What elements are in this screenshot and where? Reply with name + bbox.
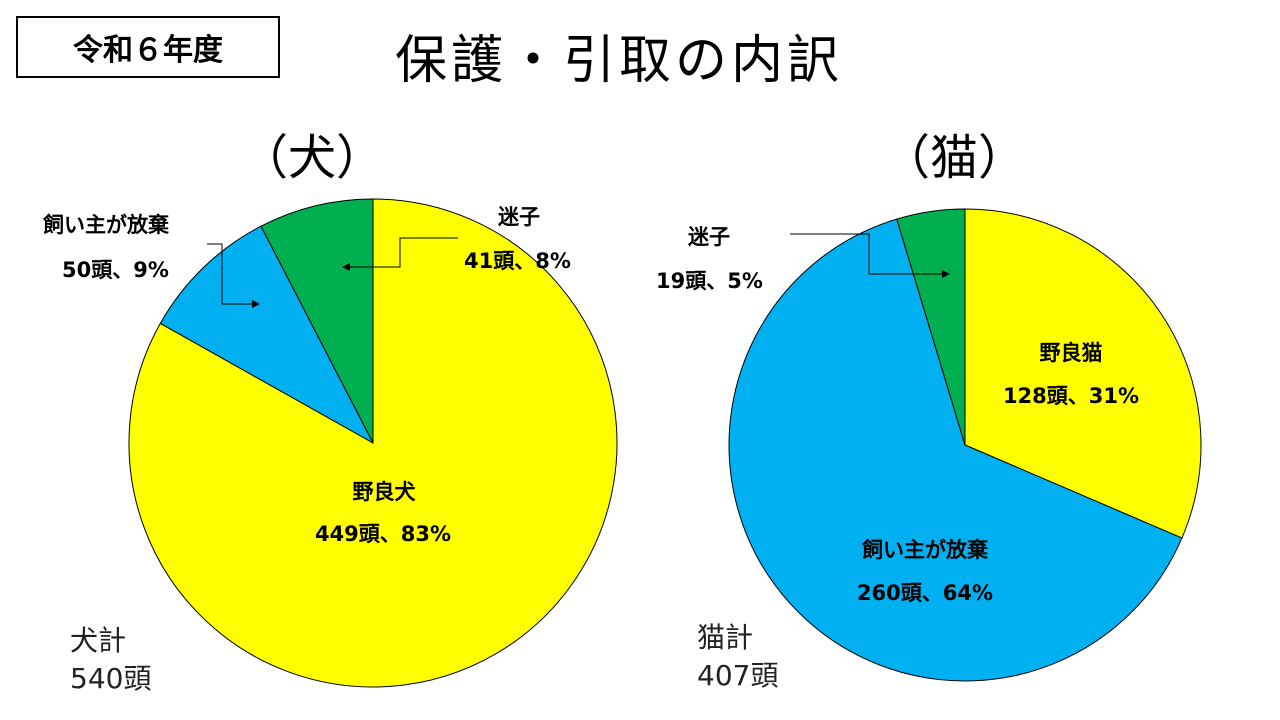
dog-slice-lost	[260, 198, 374, 444]
dog-abandoned-name: 飼い主が放棄	[42, 213, 170, 237]
dog-abandoned-value: 50頭、9%	[62, 258, 169, 282]
dog-lost-name: 迷子	[497, 205, 540, 229]
cat-slice-abandoned	[728, 218, 1183, 682]
year-label-box: 令和６年度	[16, 16, 280, 78]
cat-abandoned-name: 飼い主が放棄	[861, 538, 989, 562]
dog-stray-name: 野良犬	[353, 480, 417, 504]
dog-lost-value: 41頭、8%	[464, 249, 571, 273]
page-title: 保護・引取の内訳	[395, 31, 844, 91]
dog-total: 犬計 540頭	[70, 622, 151, 698]
dog-lost-leader	[342, 237, 458, 271]
cat-stray-value: 128頭、31%	[1003, 384, 1139, 408]
dog-slice-stray	[128, 198, 618, 688]
cat-lost-value: 19頭、5%	[656, 269, 763, 293]
year-label: 令和６年度	[73, 33, 223, 68]
cat-lost-leader	[790, 233, 950, 278]
cat-lost-name: 迷子	[687, 225, 730, 249]
cat-stray-name: 野良猫	[1040, 341, 1103, 365]
cat-total-value: 407頭	[697, 659, 779, 692]
cat-pie	[728, 208, 1202, 682]
dog-stray-value: 449頭、83%	[315, 522, 451, 546]
dog-total-value: 540頭	[70, 662, 152, 695]
cat-abandoned-value: 260頭、64%	[857, 581, 993, 605]
cat-total: 猫計 407頭	[697, 619, 778, 695]
dog-slice-abandoned	[159, 225, 375, 445]
cat-slice-lost	[896, 208, 966, 446]
dog-labels: 迷子 41頭、8% 飼い主が放棄 50頭、9% 野良犬 449頭、83%	[42, 205, 571, 546]
cat-slice-stray	[964, 208, 1202, 539]
dog-pie	[128, 198, 618, 688]
cat-labels: 野良猫 128頭、31% 飼い主が放棄 260頭、64% 迷子 19頭、5%	[656, 225, 1139, 605]
cat-chart-title: （猫）	[882, 130, 1027, 186]
dog-abandoned-leader	[207, 243, 260, 308]
dog-total-label: 犬計	[70, 624, 127, 657]
dog-chart-title: （犬）	[240, 130, 385, 186]
cat-total-label: 猫計	[697, 621, 754, 654]
